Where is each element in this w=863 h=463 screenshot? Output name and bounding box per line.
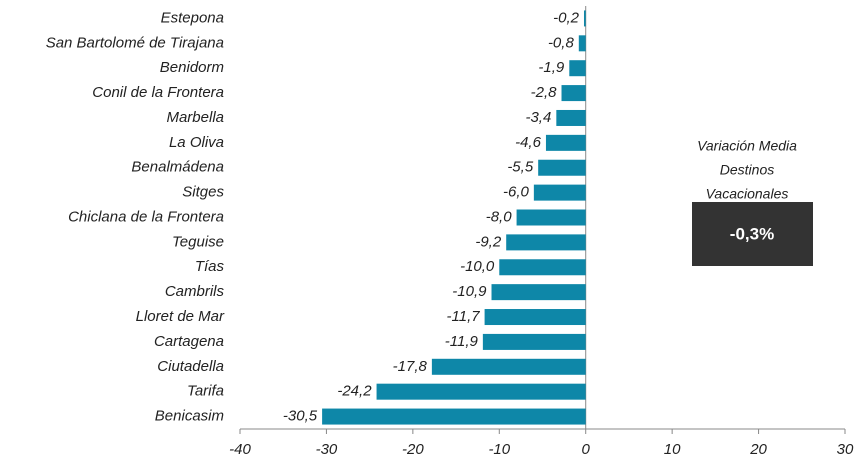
x-tick-label: -40 <box>229 441 251 458</box>
y-tick-label: Estepona <box>161 9 224 26</box>
y-tick-label: Cartagena <box>154 333 224 350</box>
value-label: -17,8 <box>393 358 428 375</box>
x-tick-label: 10 <box>664 441 681 458</box>
bar <box>533 184 586 201</box>
value-label: -4,6 <box>515 134 542 151</box>
bar <box>545 134 586 151</box>
annotation-text: Variación Media <box>697 138 797 154</box>
bar <box>583 10 586 27</box>
value-label: -1,9 <box>538 59 565 76</box>
y-tick-label: La Oliva <box>169 134 224 151</box>
x-tick-label: 30 <box>837 441 854 458</box>
y-tick-label: San Bartolomé de Tirajana <box>46 34 224 51</box>
value-label: -3,4 <box>525 109 551 126</box>
value-label: -11,9 <box>445 333 479 350</box>
value-label: -11,7 <box>447 308 481 325</box>
bar <box>516 209 586 226</box>
value-label: -6,0 <box>503 184 530 201</box>
y-tick-label: Benalmádena <box>131 159 224 176</box>
bar <box>376 383 586 400</box>
bar <box>538 159 586 176</box>
annotation-text: Vacacionales <box>706 186 789 202</box>
bar <box>491 284 586 301</box>
annotation-value: -0,3% <box>730 224 774 243</box>
value-label: -2,8 <box>531 84 558 101</box>
annotation-text: Destinos <box>720 162 774 178</box>
y-tick-label: Tarifa <box>187 383 224 400</box>
y-tick-label: Teguise <box>172 233 224 250</box>
value-label: -0,8 <box>548 34 575 51</box>
y-tick-label: Sitges <box>182 184 224 201</box>
bar <box>322 408 586 425</box>
bar <box>499 259 586 276</box>
value-label: -30,5 <box>283 408 318 425</box>
y-tick-label: Benicasim <box>155 408 224 425</box>
bar <box>578 35 586 52</box>
y-tick-label: Conil de la Frontera <box>92 84 224 101</box>
x-tick-label: -20 <box>402 441 424 458</box>
value-label: -24,2 <box>337 383 372 400</box>
value-label: -10,0 <box>460 258 495 275</box>
bar <box>556 109 586 126</box>
x-tick-label: -10 <box>488 441 510 458</box>
bar <box>484 309 586 326</box>
value-label: -10,9 <box>452 283 487 300</box>
y-tick-label: Ciutadella <box>157 358 224 375</box>
value-label: -9,2 <box>475 233 502 250</box>
y-tick-label: Chiclana de la Frontera <box>68 208 224 225</box>
y-tick-label: Marbella <box>166 109 224 126</box>
y-tick-label: Lloret de Mar <box>136 308 225 325</box>
y-tick-label: Benidorm <box>160 59 224 76</box>
bar <box>561 85 586 102</box>
y-tick-label: Cambrils <box>165 283 225 300</box>
x-tick-label: -30 <box>316 441 338 458</box>
bar <box>569 60 586 77</box>
annotation-box <box>692 202 813 266</box>
value-label: -5,5 <box>507 159 534 176</box>
y-tick-label: Tías <box>195 258 225 275</box>
value-label: -8,0 <box>486 208 513 225</box>
bar <box>431 358 586 375</box>
x-tick-label: 20 <box>749 441 767 458</box>
x-tick-label: 0 <box>582 441 591 458</box>
bar <box>506 234 586 251</box>
bar <box>482 333 586 350</box>
value-label: -0,2 <box>553 9 580 26</box>
